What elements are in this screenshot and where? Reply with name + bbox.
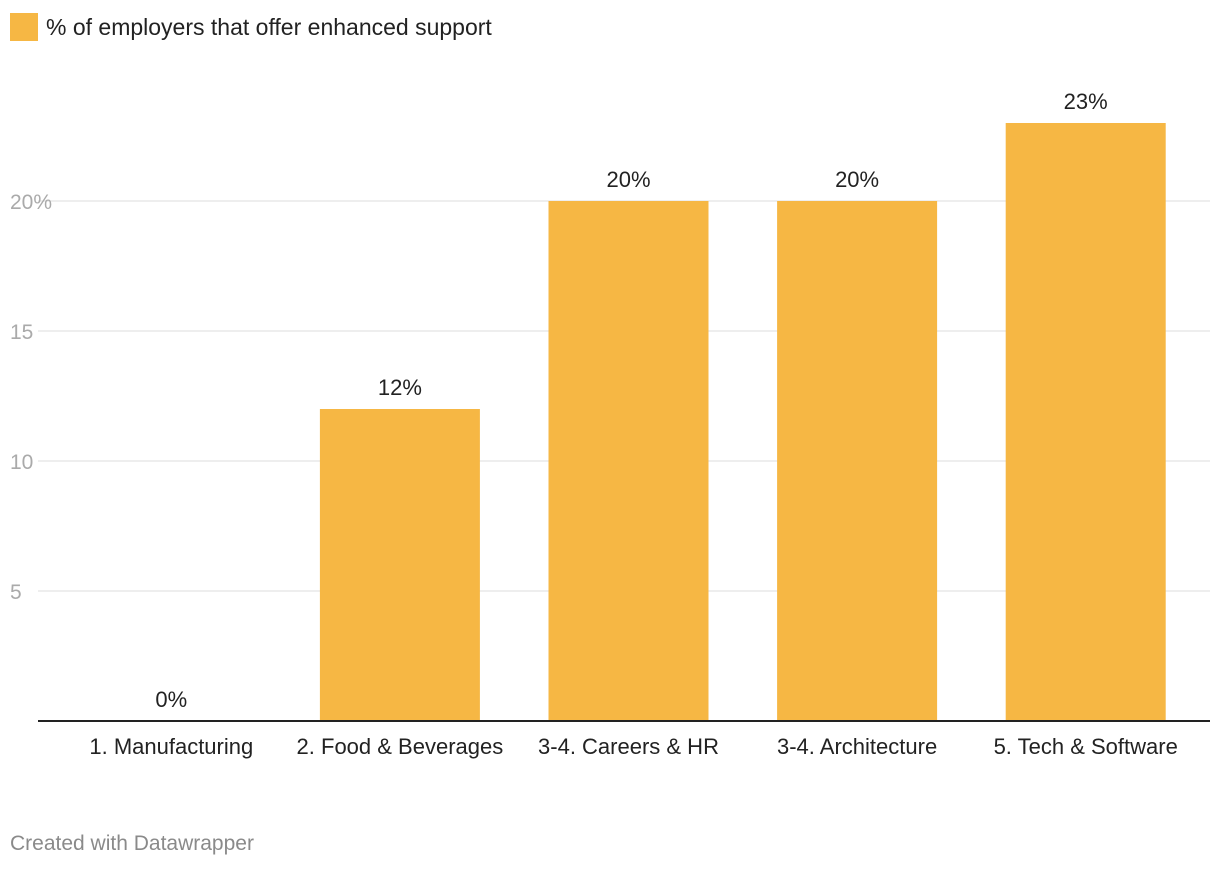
footer-credit: Created with Datawrapper	[10, 832, 254, 855]
legend-label: % of employers that offer enhanced suppo…	[46, 13, 492, 40]
data-label: 23%	[1064, 89, 1108, 114]
legend-swatch	[10, 13, 38, 41]
bar	[548, 201, 709, 721]
bar	[777, 201, 938, 721]
bar	[1005, 123, 1166, 721]
legend: % of employers that offer enhanced suppo…	[10, 12, 492, 42]
y-tick-label: 10	[10, 451, 33, 474]
data-label: 20%	[606, 167, 650, 192]
y-tick-label: 15	[10, 321, 33, 344]
data-label: 20%	[835, 167, 879, 192]
y-tick-label: 20%	[10, 191, 52, 214]
x-tick-label: 3-4. Architecture	[777, 734, 937, 759]
x-tick-label: 1. Manufacturing	[89, 734, 253, 759]
y-tick-label: 5	[10, 581, 22, 604]
data-label: 12%	[378, 375, 422, 400]
data-label: 0%	[155, 687, 187, 712]
x-tick-label: 3-4. Careers & HR	[538, 734, 719, 759]
bar	[319, 409, 480, 721]
x-tick-label: 5. Tech & Software	[994, 734, 1178, 759]
x-tick-label: 2. Food & Beverages	[297, 734, 504, 759]
